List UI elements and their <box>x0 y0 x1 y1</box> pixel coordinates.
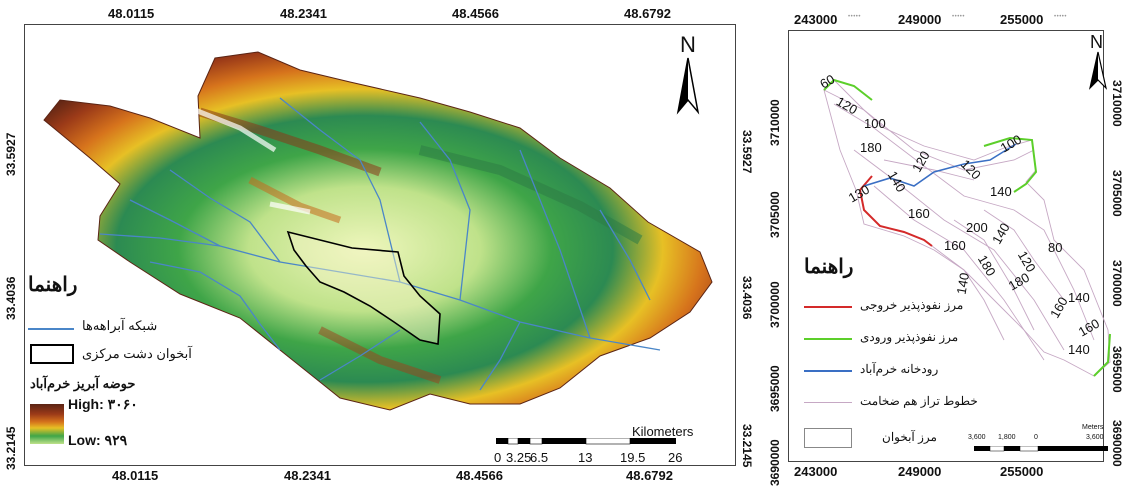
north-arrow-icon <box>1088 51 1108 90</box>
x-tick-top-dots-1: ••••• <box>848 14 862 20</box>
contour-label: 160 <box>908 206 930 221</box>
x-tick-top-3: 255000 <box>1000 12 1044 27</box>
basin-legend-label: حوضه آبریز خرم‌آباد <box>30 376 136 391</box>
inflow-legend-label: مرز نفوذپذیر ورودی <box>860 330 959 344</box>
right-map-panel: 243000 249000 255000 ••••• ••••• ••••• 2… <box>764 0 1127 486</box>
elevation-low-label: Low: ۹۲۹ <box>68 432 128 448</box>
lon-tick-bottom-1: 48.0115 <box>112 468 159 483</box>
north-label-right: N <box>1090 32 1103 52</box>
left-map-panel: 48.0115 48.2341 48.4566 48.6792 48.0115 … <box>4 6 754 483</box>
aquifer-boundary-legend-label: مرز آبخوان <box>882 430 937 444</box>
x-tick-top-dots-3: ••••• <box>1054 14 1068 20</box>
legend-title: راهنما <box>28 274 78 296</box>
scale-tick-right-3: 0 <box>1034 434 1038 441</box>
lon-tick-top-1: 48.0115 <box>108 6 155 21</box>
scale-tick-4: 19.5 <box>620 450 646 465</box>
scale-tick-right-2: 1,800 <box>998 434 1016 441</box>
inflow-boundary-line-1 <box>823 78 873 101</box>
river-legend-swatch <box>804 370 852 372</box>
isopach-map <box>823 78 1111 377</box>
inflow-legend-swatch <box>804 338 852 340</box>
contour-label: 180 <box>860 140 882 155</box>
scale-unit-right: Meters <box>1082 424 1104 431</box>
dem-basin-map <box>43 51 713 411</box>
x-tick-bottom-3: 255000 <box>1000 464 1044 479</box>
outflow-legend-swatch <box>804 306 852 308</box>
lon-tick-bottom-2: 48.2341 <box>284 468 331 483</box>
contour-label: 100 <box>864 116 886 131</box>
aquifer-boundary-legend-swatch <box>804 428 852 448</box>
right-map-neatline <box>788 30 1104 462</box>
ridge-2 <box>248 176 342 224</box>
left-map-neatline <box>24 24 736 466</box>
north-arrow-icon <box>676 57 700 115</box>
contour-label: 200 <box>966 220 988 235</box>
ridge-1 <box>198 107 382 177</box>
x-tick-top-2: 249000 <box>898 12 942 27</box>
x-tick-top-1: 243000 <box>794 12 838 27</box>
legend-title-right: راهنما <box>804 256 854 278</box>
aquifer-legend-label: آبخوان دشت مرکزی <box>82 346 192 361</box>
contour-label: 140 <box>1068 290 1090 305</box>
scale-tick-0: 0 <box>494 450 502 465</box>
ridge-4 <box>318 326 442 384</box>
scalebar <box>496 438 676 445</box>
elevation-high-label: High: ۳۰۶۰ <box>68 396 138 412</box>
lon-tick-top-3: 48.4566 <box>452 6 499 21</box>
contour-label: 80 <box>1048 240 1063 255</box>
river-line <box>863 143 1017 187</box>
isopach-legend-label: خطوط تراز هم ضخامت <box>860 394 978 408</box>
scale-tick-3: 13 <box>578 450 593 465</box>
elevation-ramp <box>30 404 64 444</box>
gap-1 <box>194 107 277 153</box>
x-tick-bottom-2: 249000 <box>898 464 942 479</box>
basin-shape <box>43 51 713 411</box>
lon-tick-top-2: 48.2341 <box>280 6 327 21</box>
lon-tick-bottom-3: 48.4566 <box>456 468 503 483</box>
contour-label: 160 <box>944 238 966 253</box>
lon-tick-top-4: 48.6792 <box>624 6 671 21</box>
gap-2 <box>269 201 311 215</box>
lon-tick-bottom-4: 48.6792 <box>626 468 673 483</box>
aquifer-legend-swatch <box>30 344 74 364</box>
river-legend-label: رودخانه خرم‌آباد <box>860 362 939 376</box>
scalebar-unit: Kilometers <box>632 424 694 439</box>
scale-tick-5: 26 <box>668 450 683 465</box>
outflow-boundary-line <box>858 175 933 247</box>
aquifer-outline <box>286 230 441 345</box>
inflow-boundary-line-3 <box>1093 333 1111 377</box>
scale-tick-1: 3.25 <box>506 450 532 465</box>
inflow-boundary-line-2 <box>983 136 1038 193</box>
x-tick-bottom-1: 243000 <box>794 464 838 479</box>
scalebar-right <box>974 446 1108 452</box>
isopach-contours <box>823 89 1095 361</box>
stream-legend-label: شبکه آبراهه‌ها <box>82 318 158 333</box>
scale-tick-right-4: 3,600 <box>1086 434 1104 441</box>
stream-network <box>99 97 661 391</box>
stream-legend-swatch <box>28 328 74 330</box>
outflow-legend-label: مرز نفوذپذیر خروجی <box>860 298 964 312</box>
contour-label: 140 <box>990 184 1012 199</box>
ridge-3 <box>418 145 643 245</box>
scale-tick-2: 6.5 <box>530 450 549 465</box>
isopach-legend-swatch <box>804 402 852 403</box>
contour-label: 140 <box>1068 342 1090 357</box>
x-tick-top-dots-2: ••••• <box>952 14 966 20</box>
north-label: N <box>680 32 696 57</box>
scale-tick-right-1: 3,600 <box>968 434 986 441</box>
